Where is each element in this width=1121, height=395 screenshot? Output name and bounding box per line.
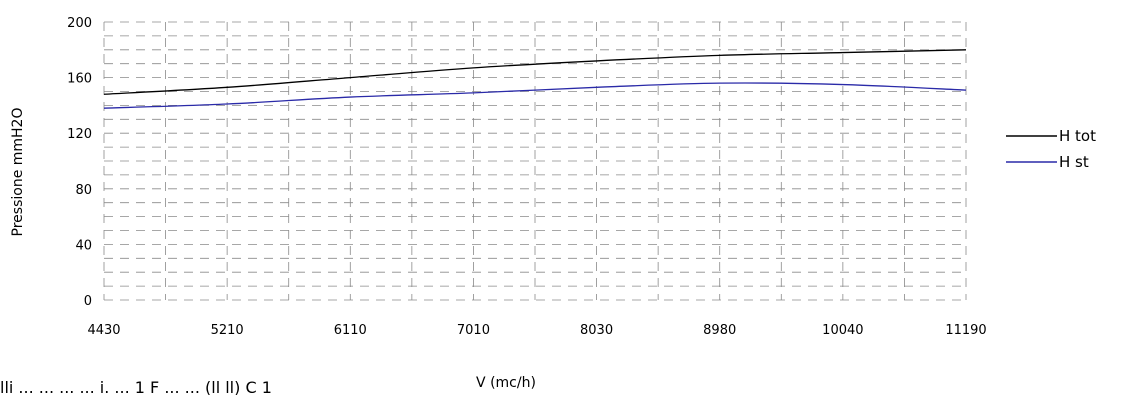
x-tick-label: 10040 [822, 323, 863, 338]
x-tick-label: 8980 [703, 323, 736, 338]
x-tick-label: 5210 [211, 323, 244, 338]
series-lines [103, 49, 967, 109]
x-tick-label: 8030 [580, 323, 613, 338]
y-tick-label: 80 [75, 183, 92, 198]
footnote-text: lli ... ... ... ... i. ... 1 F ... ... (… [0, 378, 272, 395]
y-tick-label: 40 [75, 238, 92, 253]
x-tick-label: 6110 [334, 323, 367, 338]
y-axis-ticks: 0 40 80 120 160 200 [67, 16, 92, 309]
x-tick-label: 4430 [87, 323, 120, 338]
legend-label: H tot [1059, 127, 1096, 145]
series-line-h-tot [103, 49, 967, 95]
x-tick-label: 11190 [945, 323, 986, 338]
grid [103, 21, 967, 301]
series-line-h-st [103, 82, 967, 109]
x-axis-ticks: 4430 5210 6110 7010 8030 8980 10040 11190 [87, 323, 986, 338]
y-tick-label: 120 [67, 127, 92, 142]
x-axis-title: V (mc/h) [476, 375, 536, 391]
x-tick-label: 7010 [457, 323, 490, 338]
y-tick-label: 160 [67, 72, 92, 87]
y-tick-label: 0 [84, 294, 92, 309]
y-tick-label: 200 [67, 16, 92, 31]
legend: H tot H st [1006, 127, 1096, 171]
y-axis-title: Pressione mmH2O [10, 108, 26, 237]
legend-label: H st [1059, 153, 1089, 171]
